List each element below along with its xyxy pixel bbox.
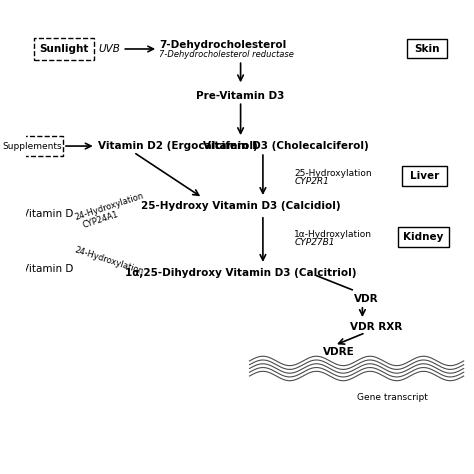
Text: Vitamin D3 (Cholecalciferol): Vitamin D3 (Cholecalciferol) — [203, 141, 368, 151]
FancyBboxPatch shape — [35, 37, 94, 60]
Text: CYP24A1: CYP24A1 — [81, 210, 119, 229]
Text: 7-Dehydrocholesterol reductase: 7-Dehydrocholesterol reductase — [159, 50, 294, 59]
Text: Vitamin D: Vitamin D — [22, 264, 73, 273]
Text: Gene transcript: Gene transcript — [356, 393, 428, 402]
Text: Vitamin D2 (Ergocalciferol): Vitamin D2 (Ergocalciferol) — [98, 141, 257, 151]
Text: Supplements: Supplements — [2, 142, 62, 151]
Text: Vitamin D: Vitamin D — [22, 210, 73, 219]
Text: Pre-Vitamin D3: Pre-Vitamin D3 — [196, 91, 285, 100]
Text: 7-Dehydrocholesterol: 7-Dehydrocholesterol — [159, 40, 287, 50]
FancyBboxPatch shape — [1, 136, 63, 156]
Text: UVB: UVB — [99, 44, 120, 54]
Text: CYP2R1: CYP2R1 — [294, 177, 329, 186]
Text: CYP27B1: CYP27B1 — [294, 238, 335, 247]
Text: 1α-Hydroxylation: 1α-Hydroxylation — [294, 230, 372, 239]
Text: 25-Hydroxylation: 25-Hydroxylation — [294, 169, 372, 178]
Text: VDRE: VDRE — [323, 347, 355, 357]
Text: VDR RXR: VDR RXR — [350, 321, 402, 331]
Text: Skin: Skin — [414, 44, 439, 54]
FancyBboxPatch shape — [398, 227, 449, 247]
Text: 24-Hydroxylation: 24-Hydroxylation — [73, 191, 145, 222]
Text: 25-Hydroxy Vitamin D3 (Calcidiol): 25-Hydroxy Vitamin D3 (Calcidiol) — [141, 201, 340, 211]
Text: Kidney: Kidney — [403, 232, 444, 242]
Text: Sunlight: Sunlight — [40, 44, 89, 54]
Text: VDR: VDR — [355, 294, 379, 304]
FancyBboxPatch shape — [407, 39, 447, 58]
FancyBboxPatch shape — [402, 166, 447, 186]
Text: 1α,25-Dihydroxy Vitamin D3 (Calcitriol): 1α,25-Dihydroxy Vitamin D3 (Calcitriol) — [125, 268, 356, 278]
Text: Liver: Liver — [410, 171, 439, 181]
Text: 24-Hydroxylation: 24-Hydroxylation — [73, 245, 145, 276]
